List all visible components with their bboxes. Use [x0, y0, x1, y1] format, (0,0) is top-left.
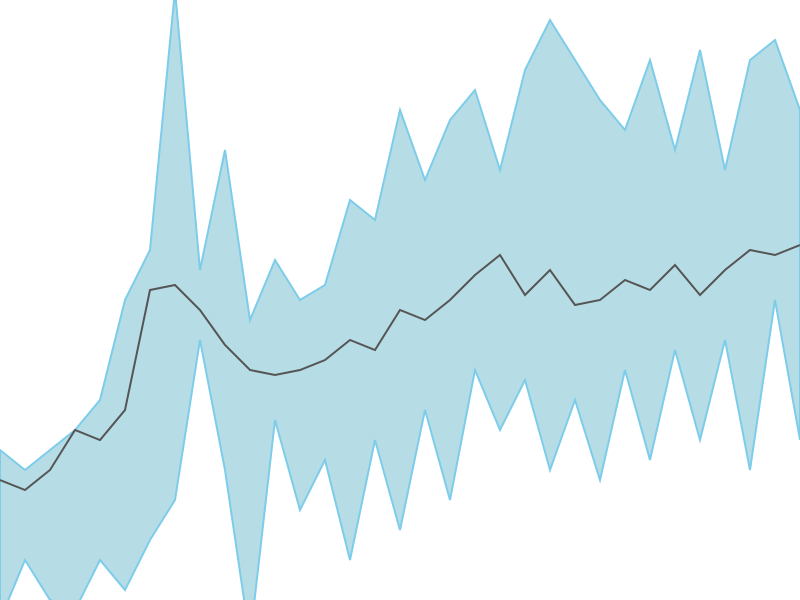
- band-line-chart: [0, 0, 800, 600]
